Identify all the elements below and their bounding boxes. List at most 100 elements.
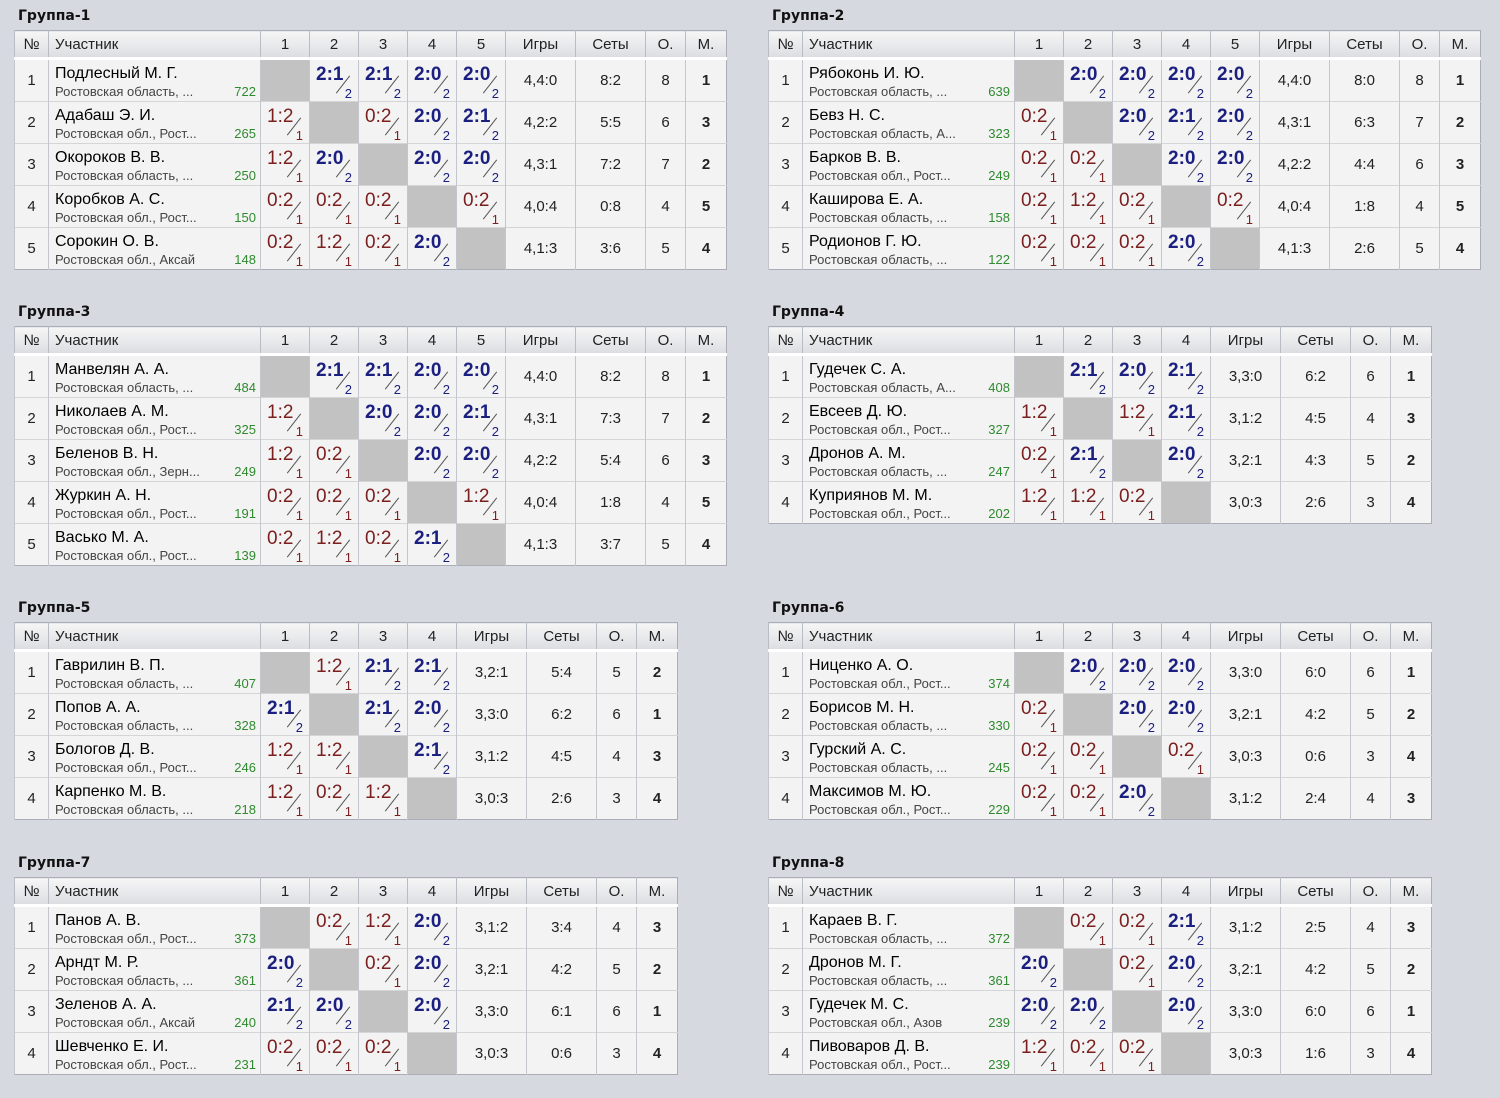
match-result-cell[interactable]: 2:1 2 <box>407 735 457 778</box>
participant-name[interactable]: Дронов А. М. <box>809 445 906 462</box>
match-result-cell[interactable]: 0:2 1 <box>260 1032 310 1075</box>
match-result-cell[interactable]: 2:0 2 <box>456 353 506 398</box>
participant-name[interactable]: Сорокин О. В. <box>55 233 159 250</box>
match-result-cell[interactable]: 2:0 2 <box>1161 57 1211 102</box>
match-result-cell[interactable]: 2:0 2 <box>1014 948 1064 991</box>
match-result-cell[interactable]: 1:2 1 <box>260 143 310 186</box>
match-result-cell[interactable]: 2:0 2 <box>1112 693 1162 736</box>
participant-cell[interactable]: Рябоконь И. Ю. Ростовская область, ... 639 <box>802 57 1015 102</box>
participant-cell[interactable]: Бевз Н. С. Ростовская область, А... 323 <box>802 101 1015 144</box>
match-result-cell[interactable]: 0:2 1 <box>358 948 408 991</box>
participant-name[interactable]: Адабаш Э. И. <box>55 107 156 124</box>
participant-name[interactable]: Коробков А. С. <box>55 191 165 208</box>
match-result-cell[interactable]: 2:1 2 <box>1161 397 1211 440</box>
match-result-cell[interactable]: 2:1 2 <box>407 523 457 566</box>
match-result-cell[interactable]: 1:2 1 <box>260 101 310 144</box>
participant-name[interactable]: Караев В. Г. <box>809 912 898 929</box>
participant-name[interactable]: Пивоваров Д. В. <box>809 1038 930 1055</box>
participant-cell[interactable]: Гудечек С. А. Ростовская область, А... 408 <box>802 353 1015 398</box>
match-result-cell[interactable]: 0:2 1 <box>260 227 310 270</box>
participant-cell[interactable]: Каширова Е. А. Ростовская область, ... 158 <box>802 185 1015 228</box>
match-result-cell[interactable]: 2:0 2 <box>1112 101 1162 144</box>
match-result-cell[interactable]: 2:0 2 <box>456 439 506 482</box>
match-result-cell[interactable]: 1:2 1 <box>1063 481 1113 524</box>
match-result-cell[interactable]: 1:2 1 <box>309 649 359 694</box>
match-result-cell[interactable]: 2:0 2 <box>407 57 457 102</box>
match-result-cell[interactable]: 1:2 1 <box>358 904 408 949</box>
participant-cell[interactable]: Родионов Г. Ю. Ростовская область, ... 122 <box>802 227 1015 270</box>
match-result-cell[interactable]: 2:0 2 <box>1161 143 1211 186</box>
match-result-cell[interactable]: 2:1 2 <box>309 353 359 398</box>
participant-cell[interactable]: Николаев А. М. Ростовская обл., Рост... 32… <box>48 397 261 440</box>
match-result-cell[interactable]: 0:2 1 <box>358 481 408 524</box>
match-result-cell[interactable]: 2:1 2 <box>456 101 506 144</box>
participant-cell[interactable]: Коробков А. С. Ростовская обл., Рост... 15… <box>48 185 261 228</box>
participant-cell[interactable]: Гаврилин В. П. Ростовская область, ... 407 <box>48 649 261 694</box>
participant-cell[interactable]: Пивоваров Д. В. Ростовская обл., Рост... 2… <box>802 1032 1015 1075</box>
participant-cell[interactable]: Гурский А. С. Ростовская область, ... 245 <box>802 735 1015 778</box>
match-result-cell[interactable]: 2:0 2 <box>309 990 359 1033</box>
match-result-cell[interactable]: 2:1 2 <box>1161 904 1211 949</box>
match-result-cell[interactable]: 0:2 1 <box>1063 227 1113 270</box>
participant-cell[interactable]: Зеленов А. А. Ростовская обл., Аксай 240 <box>48 990 261 1033</box>
match-result-cell[interactable]: 0:2 1 <box>1014 777 1064 820</box>
participant-name[interactable]: Зеленов А. А. <box>55 996 157 1013</box>
match-result-cell[interactable]: 1:2 1 <box>1063 185 1113 228</box>
match-result-cell[interactable]: 0:2 1 <box>1112 904 1162 949</box>
match-result-cell[interactable]: 2:1 2 <box>358 693 408 736</box>
match-result-cell[interactable]: 2:0 2 <box>407 439 457 482</box>
match-result-cell[interactable]: 0:2 1 <box>358 227 408 270</box>
participant-name[interactable]: Родионов Г. Ю. <box>809 233 922 250</box>
participant-name[interactable]: Попов А. А. <box>55 699 141 716</box>
match-result-cell[interactable]: 1:2 1 <box>309 735 359 778</box>
participant-name[interactable]: Бологов Д. В. <box>55 741 155 758</box>
match-result-cell[interactable]: 0:2 1 <box>1014 101 1064 144</box>
participant-name[interactable]: Рябоконь И. Ю. <box>809 65 925 82</box>
participant-name[interactable]: Гаврилин В. П. <box>55 657 166 674</box>
match-result-cell[interactable]: 0:2 1 <box>1112 227 1162 270</box>
match-result-cell[interactable]: 2:0 2 <box>1210 101 1260 144</box>
match-result-cell[interactable]: 2:0 2 <box>1014 990 1064 1033</box>
match-result-cell[interactable]: 0:2 1 <box>309 481 359 524</box>
match-result-cell[interactable]: 2:0 2 <box>1161 990 1211 1033</box>
match-result-cell[interactable]: 2:0 2 <box>407 693 457 736</box>
participant-name[interactable]: Гудечек С. А. <box>809 361 907 378</box>
participant-cell[interactable]: Карпенко М. В. Ростовская область, ... 218 <box>48 777 261 820</box>
match-result-cell[interactable]: 2:1 2 <box>407 649 457 694</box>
match-result-cell[interactable]: 1:2 1 <box>260 735 310 778</box>
participant-cell[interactable]: Ниценко А. О. Ростовская обл., Рост... 374 <box>802 649 1015 694</box>
participant-name[interactable]: Максимов М. Ю. <box>809 783 932 800</box>
match-result-cell[interactable]: 0:2 1 <box>1014 439 1064 482</box>
match-result-cell[interactable]: 0:2 1 <box>1063 735 1113 778</box>
match-result-cell[interactable]: 2:0 2 <box>1210 143 1260 186</box>
participant-name[interactable]: Ниценко А. О. <box>809 657 914 674</box>
match-result-cell[interactable]: 2:0 2 <box>407 904 457 949</box>
match-result-cell[interactable]: 2:1 2 <box>1063 353 1113 398</box>
participant-cell[interactable]: Журкин А. Н. Ростовская обл., Рост... 191 <box>48 481 261 524</box>
match-result-cell[interactable]: 1:2 1 <box>1014 397 1064 440</box>
match-result-cell[interactable]: 1:2 1 <box>309 523 359 566</box>
participant-name[interactable]: Бевз Н. С. <box>809 107 885 124</box>
match-result-cell[interactable]: 0:2 1 <box>1063 1032 1113 1075</box>
participant-cell[interactable]: Максимов М. Ю. Ростовская обл., Рост... 22… <box>802 777 1015 820</box>
match-result-cell[interactable]: 2:1 2 <box>260 693 310 736</box>
match-result-cell[interactable]: 2:1 2 <box>358 649 408 694</box>
match-result-cell[interactable]: 2:0 2 <box>456 143 506 186</box>
match-result-cell[interactable]: 1:2 1 <box>260 439 310 482</box>
participant-name[interactable]: Куприянов М. М. <box>809 487 933 504</box>
participant-name[interactable]: Евсеев Д. Ю. <box>809 403 908 420</box>
match-result-cell[interactable]: 1:2 1 <box>1014 1032 1064 1075</box>
match-result-cell[interactable]: 2:0 2 <box>1063 57 1113 102</box>
match-result-cell[interactable]: 0:2 1 <box>1112 948 1162 991</box>
participant-cell[interactable]: Куприянов М. М. Ростовская обл., Рост... 2… <box>802 481 1015 524</box>
match-result-cell[interactable]: 2:0 2 <box>407 143 457 186</box>
participant-cell[interactable]: Панов А. В. Ростовская обл., Рост... 373 <box>48 904 261 949</box>
participant-name[interactable]: Дронов М. Г. <box>809 954 902 971</box>
match-result-cell[interactable]: 0:2 1 <box>309 439 359 482</box>
match-result-cell[interactable]: 2:1 2 <box>1063 439 1113 482</box>
match-result-cell[interactable]: 2:0 2 <box>407 990 457 1033</box>
match-result-cell[interactable]: 0:2 1 <box>1210 185 1260 228</box>
participant-cell[interactable]: Васько М. А. Ростовская обл., Рост... 139 <box>48 523 261 566</box>
participant-cell[interactable]: Дронов М. Г. Ростовская область, ... 361 <box>802 948 1015 991</box>
match-result-cell[interactable]: 2:1 2 <box>1161 353 1211 398</box>
